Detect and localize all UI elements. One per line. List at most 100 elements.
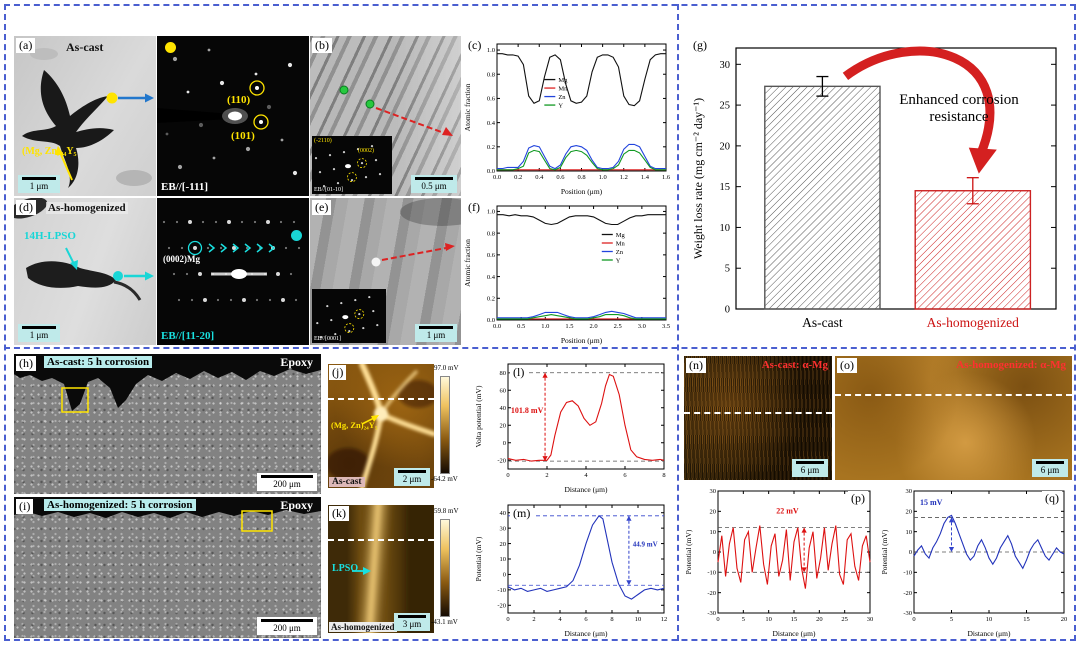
svg-text:3.0: 3.0 xyxy=(638,323,646,330)
svg-text:Mg: Mg xyxy=(616,232,626,239)
colorbar-j xyxy=(440,376,450,474)
panel-d-tem: (d) As-homogenized 14H-LPSO 1 μm xyxy=(14,198,156,345)
panel-m-chart: -20 -10 0 10 20 30 40 0 2 4 6 8 10 12 Distance (μm) Pot… xyxy=(474,497,672,638)
panel-b-tem: (-2110) (0002) EB//[01-10] (b) 0.5 μm xyxy=(310,36,461,196)
svg-text:20: 20 xyxy=(816,616,823,623)
epoxy-label-h: Epoxy xyxy=(280,355,313,369)
condition-label-k: As-homogenized xyxy=(329,622,397,632)
svg-text:0: 0 xyxy=(909,549,912,556)
kpfm-image-j: (Mg, Zn)₂₄Y₅ (j) As-cast 2 μm xyxy=(328,364,434,488)
scale-bar-line xyxy=(261,619,313,622)
svg-text:Zn: Zn xyxy=(616,249,624,256)
lpso-phase-shape xyxy=(14,198,154,301)
svg-text:1.2: 1.2 xyxy=(620,174,628,181)
saed-spot-label-110: (110) xyxy=(227,94,251,106)
svg-text:5: 5 xyxy=(950,616,953,623)
phase-label-k: LPSO xyxy=(332,563,359,574)
svg-text:20: 20 xyxy=(1061,616,1068,623)
panel-label-c: (c) xyxy=(465,38,485,53)
svg-text:0.8: 0.8 xyxy=(487,71,495,78)
scale-bar-label: 200 μm xyxy=(273,623,301,633)
svg-text:30: 30 xyxy=(500,525,507,532)
corrosion-title-i: As-homogenized: 5 h corrosion xyxy=(44,499,196,511)
scale-bar-b: 0.5 μm xyxy=(411,175,457,193)
svg-text:0.4: 0.4 xyxy=(487,120,496,127)
svg-text:0: 0 xyxy=(503,572,506,579)
svg-text:Mn: Mn xyxy=(616,240,626,247)
svg-text:20: 20 xyxy=(500,541,507,548)
svg-text:0: 0 xyxy=(506,616,509,623)
svg-text:20: 20 xyxy=(906,509,913,516)
svg-text:0.8: 0.8 xyxy=(577,174,585,181)
svg-text:8: 8 xyxy=(662,472,665,479)
svg-text:-30: -30 xyxy=(707,610,716,617)
colorbar-min-k: -43.1 mV xyxy=(431,618,458,626)
svg-text:0.2: 0.2 xyxy=(487,144,495,151)
svg-text:10: 10 xyxy=(635,616,642,623)
panel-c-eds-chart: 0.0 0.2 0.4 0.6 0.8 1.0 0.0 0.2 0.4 0.6 0.8 1.0 1.2 1… xyxy=(463,36,674,196)
beam-direction-label-d: EB//[11-20] xyxy=(161,330,215,342)
svg-text:-10: -10 xyxy=(707,570,716,577)
svg-text:Y: Y xyxy=(558,102,563,109)
svg-text:40: 40 xyxy=(500,405,507,412)
scale-bar-label: 0.5 μm xyxy=(421,181,447,191)
svg-text:0.6: 0.6 xyxy=(487,252,496,259)
annotation-arrows-b xyxy=(339,85,453,136)
panel-l-chart: -20 0 20 40 60 80 0 2 4 6 8 Distance (μm) Volta pote… xyxy=(474,356,672,494)
panel-d-saed: (0002)Mg EB//[11-20] xyxy=(157,198,309,345)
svg-text:As-homogenized: As-homogenized xyxy=(927,315,1019,330)
saed-inset-e: EB//[0001] xyxy=(312,289,386,343)
panel-k-kpfm: LPSO (k) As-homogenized 3 μm 59.8 mV -43… xyxy=(328,497,474,638)
svg-text:10: 10 xyxy=(720,223,731,234)
panel-a-tem: (a) As-cast (Mg, Zn)₂₄Y₅ 1 μm xyxy=(14,36,156,196)
panel-label-i: (i) xyxy=(16,499,34,514)
svg-text:Position (μm): Position (μm) xyxy=(561,336,603,345)
svg-text:-10: -10 xyxy=(497,587,506,594)
saed-inset-b: (-2110) (0002) EB//[01-10] xyxy=(312,136,392,194)
svg-text:Atomic fraction: Atomic fraction xyxy=(463,239,472,287)
svg-text:Distance (μm): Distance (μm) xyxy=(565,629,608,638)
svg-text:0.2: 0.2 xyxy=(487,295,495,302)
scale-bar-n: 6 μm xyxy=(792,459,828,477)
svg-text:0.6: 0.6 xyxy=(556,174,565,181)
panel-n-kpfm: (n) As-cast: α-Mg 6 μm xyxy=(684,356,832,480)
scale-bar-line xyxy=(415,177,453,180)
panel-j-kpfm: (Mg, Zn)₂₄Y₅ (j) As-cast 2 μm 97.0 mV -6… xyxy=(328,356,474,494)
svg-text:1.4: 1.4 xyxy=(641,174,650,181)
svg-text:22 mV: 22 mV xyxy=(776,506,799,515)
panel-label-h: (h) xyxy=(16,356,36,371)
svg-text:30: 30 xyxy=(720,60,731,71)
inset-spot-label-2: (0002) xyxy=(358,148,374,154)
enhanced-corrosion-annotation: Enhanced corrosion resistance xyxy=(899,92,1019,126)
saed-spot-label-0002mg: (0002)Mg xyxy=(163,254,200,264)
scale-bar-line xyxy=(419,326,453,329)
condition-label-as-homogenized: As-homogenized xyxy=(46,202,128,214)
panel-g-bar-chart: 0 5 10 15 20 25 30 As-cast As-homogenized Weight … xyxy=(688,36,1072,345)
panel-label-p: (p) xyxy=(848,491,868,506)
svg-text:5: 5 xyxy=(742,616,745,623)
panel-label-o: (o) xyxy=(837,358,857,373)
svg-text:Mg: Mg xyxy=(558,77,568,84)
svg-text:1.0: 1.0 xyxy=(541,323,549,330)
svg-text:0.0: 0.0 xyxy=(493,174,501,181)
inset-beam-label: EB//[01-10] xyxy=(314,187,343,193)
svg-text:60: 60 xyxy=(500,387,507,394)
svg-text:0: 0 xyxy=(716,616,719,623)
svg-text:6: 6 xyxy=(623,472,627,479)
svg-text:Position (μm): Position (μm) xyxy=(561,187,603,196)
epoxy-label-i: Epoxy xyxy=(280,498,313,512)
eds-line-chart-f: 0.0 0.2 0.4 0.6 0.8 1.0 0.0 0.5 1.0 1.5 2.0 2.5 3.0 3… xyxy=(463,198,674,345)
scan-line-k xyxy=(328,539,434,541)
scale-bar-k: 3 μm xyxy=(394,613,430,631)
svg-text:Weight loss rate (mg cm⁻² day⁻: Weight loss rate (mg cm⁻² day⁻¹) xyxy=(691,98,705,259)
beam-direction-label-a: EB//[-111] xyxy=(161,181,209,193)
kpfm-image-k: LPSO (k) As-homogenized 3 μm xyxy=(328,505,434,633)
svg-text:0: 0 xyxy=(725,305,730,316)
svg-text:-20: -20 xyxy=(497,457,506,464)
svg-text:10: 10 xyxy=(986,616,993,623)
panel-label-b: (b) xyxy=(312,38,332,53)
scale-bar-label: 2 μm xyxy=(402,474,422,484)
corrosion-title-h: As-cast: 5 h corrosion xyxy=(44,356,153,368)
svg-text:-20: -20 xyxy=(707,590,716,597)
panel-label-n: (n) xyxy=(686,358,706,373)
